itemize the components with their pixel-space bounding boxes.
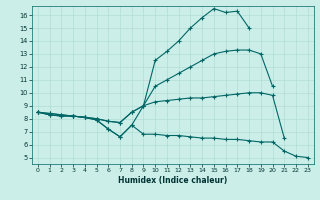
X-axis label: Humidex (Indice chaleur): Humidex (Indice chaleur) xyxy=(118,176,228,185)
